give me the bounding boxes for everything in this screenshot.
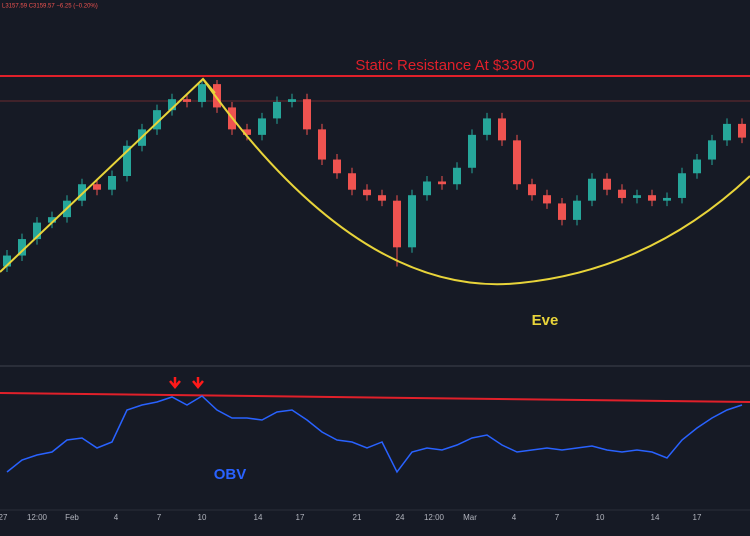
candle-body — [198, 84, 206, 102]
candle-body — [93, 184, 101, 190]
candle-body — [3, 255, 11, 267]
x-tick-label: Feb — [65, 513, 79, 522]
candle-body — [738, 123, 746, 138]
annotation: Eve — [532, 312, 559, 329]
candle-body — [678, 173, 686, 198]
candle-body — [48, 217, 56, 223]
candle-body — [618, 189, 626, 198]
annotation: Static Resistance At $3300 — [355, 57, 534, 74]
obv-line — [6, 395, 743, 474]
x-tick-label: Mar — [463, 513, 477, 522]
candle-body — [558, 203, 566, 220]
candle-body — [183, 99, 191, 102]
candle-body — [693, 159, 701, 174]
x-tick-label: 21 — [353, 513, 362, 522]
candle-body — [588, 178, 596, 201]
candle-body — [348, 173, 356, 190]
candle-body — [423, 181, 431, 196]
candle-body — [318, 129, 326, 160]
annotation: OBV — [214, 466, 247, 483]
candle-body — [708, 140, 716, 160]
candle-body — [108, 176, 116, 190]
candle-body — [723, 123, 731, 141]
x-tick-label: 12:00 — [424, 513, 445, 522]
candle-body — [153, 110, 161, 130]
x-tick-label: 24 — [396, 513, 405, 522]
candle-body — [528, 184, 536, 196]
candle-body — [543, 195, 551, 204]
candle-body — [303, 99, 311, 130]
x-tick-label: 14 — [254, 513, 263, 522]
candle-body — [33, 222, 41, 240]
candle-body — [573, 200, 581, 220]
candle-body — [288, 99, 296, 102]
candle-body — [648, 195, 656, 201]
candle-body — [18, 239, 26, 256]
x-tick-label: 7 — [555, 513, 560, 522]
candle-body — [513, 140, 521, 185]
candle-body — [273, 101, 281, 119]
x-tick-label: 14 — [651, 513, 660, 522]
arrows — [169, 377, 204, 389]
x-tick-label: 7 — [157, 513, 162, 522]
candle-body — [243, 129, 251, 135]
x-tick-label: 10 — [596, 513, 605, 522]
candle-body — [408, 195, 416, 248]
x-tick-label: 4 — [512, 513, 517, 522]
candle-body — [168, 99, 176, 111]
candle-body — [378, 195, 386, 201]
candle-body — [213, 84, 221, 108]
candle-body — [483, 118, 491, 135]
candle-body — [78, 184, 86, 201]
cup-curve — [202, 78, 750, 286]
candle-body — [498, 118, 506, 141]
candle-body — [123, 145, 131, 176]
candle-body — [663, 197, 671, 201]
candle-body — [603, 178, 611, 190]
candle-body — [438, 181, 446, 185]
x-tick-label: 12:00 — [27, 513, 48, 522]
x-tick-label: 17 — [296, 513, 305, 522]
x-tick-label: 17 — [693, 513, 702, 522]
x-tick-label: 10 — [198, 513, 207, 522]
x-tick-label: 27 — [0, 513, 8, 522]
candle-body — [633, 195, 641, 198]
obv-resistance — [0, 392, 750, 403]
candle-body — [453, 167, 461, 185]
candle-body — [393, 200, 401, 248]
candle-body — [468, 134, 476, 168]
header: L3157.59 C3159.57 −6.25 (−0.20%) — [2, 4, 98, 10]
candle-body — [333, 159, 341, 174]
x-tick-label: 4 — [114, 513, 119, 522]
candle-body — [363, 189, 371, 196]
candle-body — [258, 118, 266, 135]
